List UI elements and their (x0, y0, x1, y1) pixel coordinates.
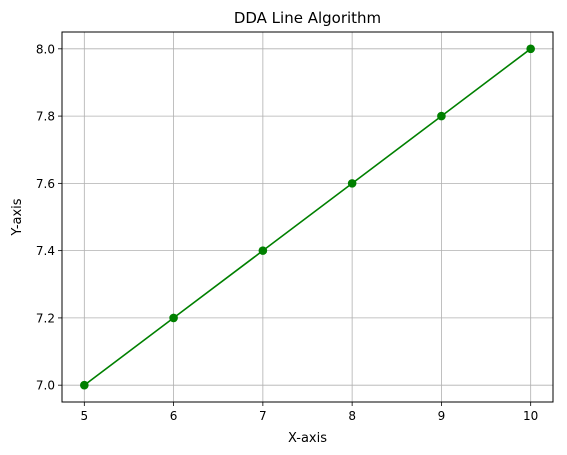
y-tick-label: 7.4 (36, 244, 55, 258)
x-tick-label: 9 (438, 409, 446, 423)
x-tick-label: 5 (80, 409, 88, 423)
y-tick-label: 7.8 (36, 110, 55, 124)
y-axis-label: Y-axis (10, 198, 25, 236)
x-axis-ticks: 5 6 7 8 9 10 (80, 402, 538, 423)
series-line (83, 48, 532, 386)
data-point (437, 111, 446, 121)
data-point (169, 313, 178, 323)
y-tick-label: 8.0 (36, 42, 55, 56)
plot-frame (61, 31, 554, 403)
y-tick-label: 7.2 (36, 311, 55, 325)
data-point (526, 44, 535, 54)
data-point (347, 179, 357, 188)
data-point (258, 246, 268, 255)
grid (62, 32, 553, 402)
y-tick-label: 7.6 (36, 177, 55, 191)
y-axis-ticks: 7.0 7.2 7.4 7.6 7.8 8.0 (36, 42, 62, 393)
x-axis-label: X-axis (288, 431, 327, 446)
x-tick-label: 6 (170, 409, 178, 423)
y-tick-label: 7.0 (36, 379, 55, 393)
chart-title: DDA Line Algorithm (234, 9, 381, 27)
x-tick-label: 10 (523, 409, 538, 423)
data-point (80, 380, 89, 390)
series-layer (80, 44, 535, 390)
x-tick-label: 7 (259, 409, 267, 423)
x-tick-label: 8 (348, 409, 356, 423)
